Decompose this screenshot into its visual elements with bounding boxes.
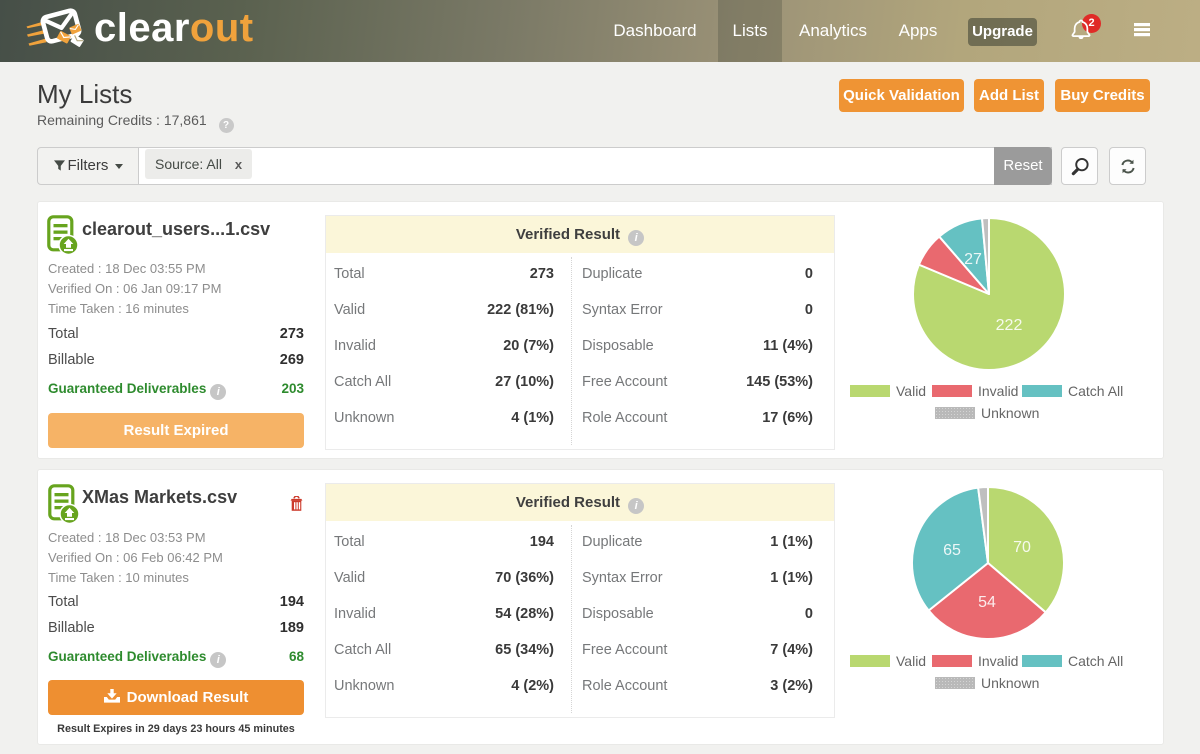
svg-text:65: 65 [943,542,961,559]
svg-text:clearout: clearout [94,6,254,50]
svg-text:27: 27 [964,251,982,268]
svg-text:70: 70 [1013,539,1031,556]
svg-text:54: 54 [978,594,996,611]
svg-text:222: 222 [996,317,1023,334]
